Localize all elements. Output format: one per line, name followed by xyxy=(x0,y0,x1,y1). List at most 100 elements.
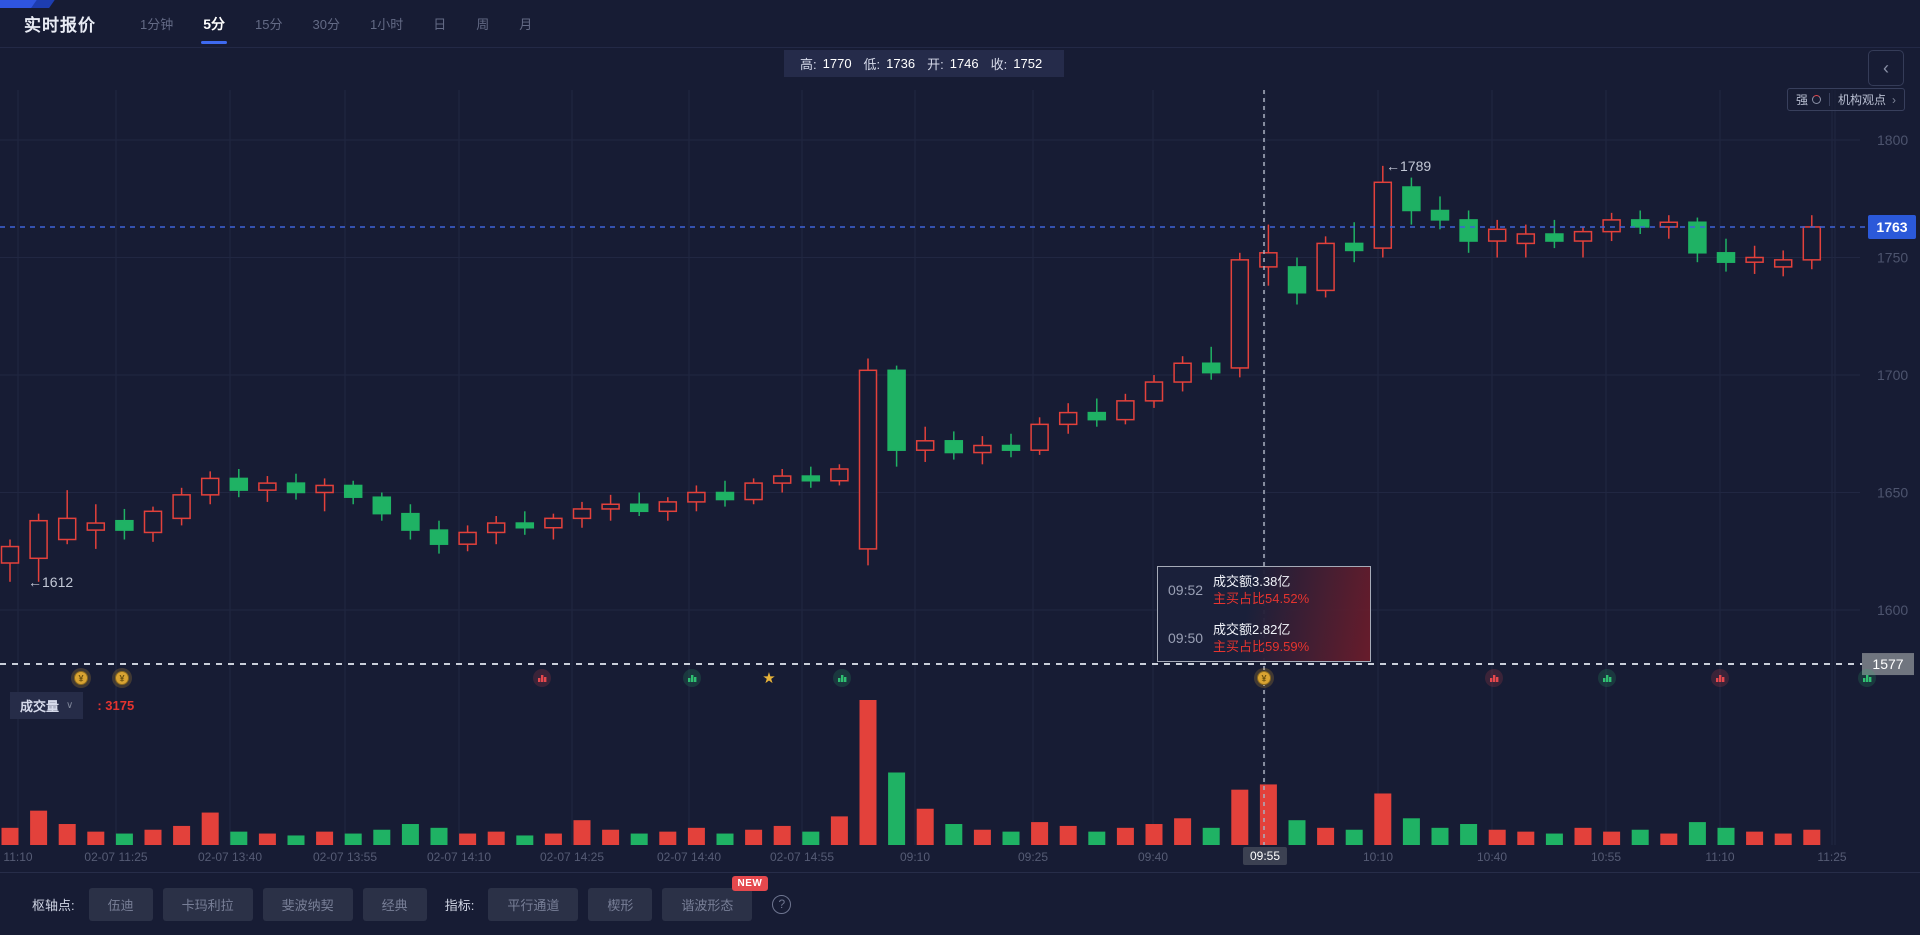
candlestick-chart[interactable]: 1800 1750 1700 1650 1600 1577 1763 ←1789 ←1612 ¥ ¥… xyxy=(0,90,1920,848)
volume-bar[interactable] xyxy=(516,835,534,845)
candle[interactable] xyxy=(1173,362,1192,383)
candle[interactable] xyxy=(915,440,935,451)
candle[interactable] xyxy=(1402,186,1421,212)
volume-indicator-selector[interactable]: 成交量 ∨ xyxy=(10,692,84,719)
volume-bar[interactable] xyxy=(1202,827,1220,845)
candle[interactable] xyxy=(1688,221,1707,254)
mini-bars-red-icon[interactable] xyxy=(544,677,547,682)
candle[interactable] xyxy=(0,545,20,564)
candle[interactable] xyxy=(1116,400,1135,421)
volume-bar[interactable] xyxy=(1574,827,1592,845)
candle[interactable] xyxy=(229,477,249,491)
tab-5分[interactable]: 5分 xyxy=(201,6,227,42)
volume-bar[interactable] xyxy=(745,829,763,845)
volume-bar[interactable] xyxy=(945,824,963,845)
mini-bars-green-icon[interactable] xyxy=(1603,678,1606,682)
volume-bar[interactable] xyxy=(1774,833,1792,845)
volume-bar[interactable] xyxy=(115,833,133,845)
volume-bar[interactable] xyxy=(1088,831,1106,845)
volume-bar[interactable] xyxy=(802,831,820,845)
candle[interactable] xyxy=(601,503,620,510)
volume-bar[interactable] xyxy=(1717,827,1735,845)
tool-button-平行通道[interactable]: 平行通道 xyxy=(488,887,579,921)
mini-bars-green-icon[interactable] xyxy=(694,677,697,682)
mini-bars-red-icon[interactable] xyxy=(1719,675,1722,682)
candle[interactable] xyxy=(115,519,134,531)
candle[interactable] xyxy=(944,440,964,454)
candle[interactable] xyxy=(458,531,477,545)
coin-marker-icon[interactable] xyxy=(115,671,129,685)
candle[interactable] xyxy=(1745,256,1764,263)
volume-bar[interactable] xyxy=(1631,829,1649,845)
coin-marker-icon[interactable] xyxy=(74,671,88,685)
volume-bar[interactable] xyxy=(373,829,391,845)
candle[interactable] xyxy=(1087,411,1107,421)
volume-bar[interactable] xyxy=(859,700,877,845)
candle[interactable] xyxy=(401,512,420,531)
tool-button-斐波纳契[interactable]: 斐波纳契 xyxy=(262,887,353,921)
volume-bar[interactable] xyxy=(1402,818,1420,845)
candle[interactable] xyxy=(1802,226,1822,261)
candle[interactable] xyxy=(572,508,592,520)
mini-bars-red-icon[interactable] xyxy=(538,678,541,682)
volume-bar[interactable] xyxy=(344,833,362,845)
tool-button-卡玛利拉[interactable]: 卡玛利拉 xyxy=(162,887,253,921)
volume-bar[interactable] xyxy=(1660,833,1678,845)
candle[interactable] xyxy=(772,475,792,484)
candle[interactable] xyxy=(1430,209,1450,221)
candle[interactable] xyxy=(687,491,706,503)
volume-bar[interactable] xyxy=(659,831,677,845)
volume-bar[interactable] xyxy=(487,831,505,845)
volume-bar[interactable] xyxy=(30,810,48,845)
candle[interactable] xyxy=(830,468,849,482)
candle[interactable] xyxy=(1373,181,1393,249)
candle[interactable] xyxy=(1287,266,1307,294)
tab-15分[interactable]: 15分 xyxy=(255,17,283,32)
mini-bars-red-icon[interactable] xyxy=(1490,678,1493,682)
candle[interactable] xyxy=(1659,221,1679,228)
volume-bar[interactable] xyxy=(316,831,334,845)
volume-bar[interactable] xyxy=(1116,827,1134,845)
candle[interactable] xyxy=(515,522,535,529)
tool-button-伍迪[interactable]: 伍迪 xyxy=(88,887,153,921)
volume-bar[interactable] xyxy=(1688,822,1706,845)
candle[interactable] xyxy=(629,503,649,513)
candle[interactable] xyxy=(658,501,678,513)
candle[interactable] xyxy=(315,484,334,494)
candle[interactable] xyxy=(1716,252,1736,263)
star-marker-icon[interactable]: ★ xyxy=(762,670,775,687)
candle[interactable] xyxy=(343,484,363,498)
volume-bar[interactable] xyxy=(1288,820,1306,845)
volume-bar[interactable] xyxy=(1803,829,1821,845)
candle[interactable] xyxy=(858,369,878,550)
candle[interactable] xyxy=(1516,233,1536,245)
volume-bar[interactable] xyxy=(1345,829,1363,845)
mini-bars-green-icon[interactable] xyxy=(688,678,691,682)
volume-bar[interactable] xyxy=(58,824,76,845)
mini-bars-red-icon[interactable] xyxy=(1716,678,1719,682)
volume-bar[interactable] xyxy=(1517,831,1535,845)
candle[interactable] xyxy=(86,522,106,531)
volume-bar[interactable] xyxy=(1031,822,1049,845)
candle[interactable] xyxy=(429,529,449,545)
volume-bar[interactable] xyxy=(1259,784,1277,845)
mini-bars-green-icon[interactable] xyxy=(691,675,694,682)
volume-bar[interactable] xyxy=(1174,818,1192,845)
candle[interactable] xyxy=(486,522,506,534)
mini-bars-green-icon[interactable] xyxy=(844,677,847,682)
candle[interactable] xyxy=(1630,219,1650,228)
volume-bar[interactable] xyxy=(716,833,734,845)
candle[interactable] xyxy=(744,482,763,501)
volume-bar[interactable] xyxy=(401,824,419,845)
volume-bar[interactable] xyxy=(1431,827,1449,845)
candle[interactable] xyxy=(1545,233,1564,242)
mini-bars-red-icon[interactable] xyxy=(1722,677,1725,682)
candle[interactable] xyxy=(715,491,735,501)
volume-bar[interactable] xyxy=(1231,789,1249,845)
volume-bar[interactable] xyxy=(573,820,591,845)
mini-bars-green-icon[interactable] xyxy=(841,675,844,682)
volume-bar[interactable] xyxy=(1488,829,1506,845)
volume-bar[interactable] xyxy=(201,812,219,845)
volume-bar[interactable] xyxy=(1603,831,1621,845)
candle[interactable] xyxy=(143,510,163,534)
